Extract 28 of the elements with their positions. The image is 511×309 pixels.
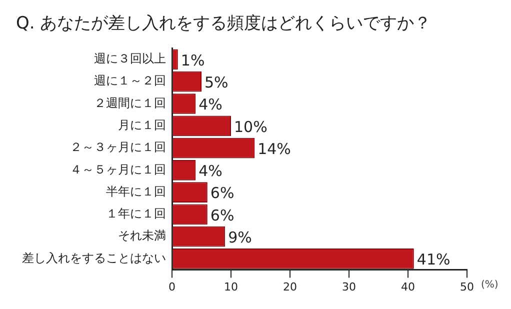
data-label: 6%	[210, 184, 234, 202]
chart-title: Q. あなたが差し入れをする頻度はどれくらいですか？	[16, 14, 432, 34]
y-tick-label: 半年に１回	[106, 184, 166, 198]
y-tick-label: １年に１回	[106, 206, 166, 221]
data-label: 4%	[198, 162, 222, 180]
data-label: 4%	[198, 96, 222, 114]
data-label: 14%	[258, 140, 291, 158]
y-tick-label: ４～５ヶ月に１回	[70, 162, 166, 176]
x-axis-title: (%)	[481, 279, 498, 290]
data-label: 9%	[228, 228, 252, 246]
x-tick-label: 40	[401, 280, 415, 294]
data-label: 10%	[234, 118, 268, 136]
data-label: 5%	[204, 74, 228, 92]
y-tick-label: 月に１回	[118, 118, 166, 132]
x-tick-label: 20	[283, 280, 297, 294]
data-label: 41%	[416, 250, 450, 269]
x-tick-label: 30	[342, 280, 356, 294]
x-tick-label: 10	[224, 280, 238, 294]
y-tick-label: 差し入れをすることはない	[22, 250, 166, 265]
y-tick-label: 週に３回以上	[94, 52, 166, 66]
y-tick-label: ２週間に１回	[94, 96, 166, 110]
y-tick-label: それ未満	[118, 228, 166, 243]
data-label: 6%	[210, 206, 234, 224]
x-tick-label: 50	[460, 280, 474, 294]
y-tick-label: 週に１～２回	[94, 74, 166, 88]
data-label: 1%	[180, 51, 205, 70]
x-tick-label: 0	[168, 280, 176, 294]
y-tick-label: ２～３ヶ月に１回	[70, 140, 166, 154]
